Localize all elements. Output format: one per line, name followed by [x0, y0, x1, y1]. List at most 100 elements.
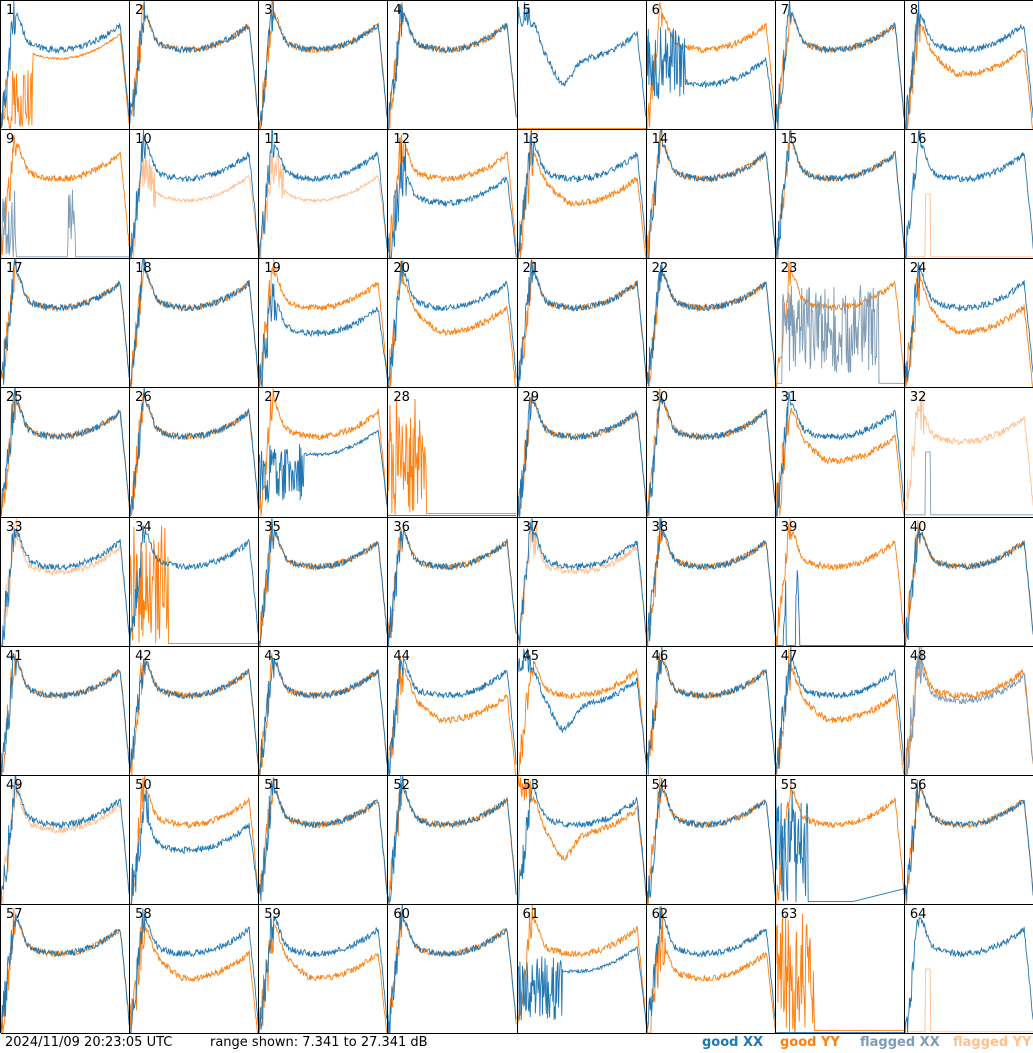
range-shown: range shown: 7.341 to 27.341 dB	[210, 1035, 428, 1050]
series-line-yy-37	[518, 518, 646, 646]
panel-plot-7	[776, 1, 904, 129]
panel-plot-19	[259, 259, 387, 387]
series-line-yy-27	[259, 388, 387, 516]
panel-label: 48	[909, 648, 927, 664]
panel-plot-32	[905, 388, 1033, 516]
panel-plot-35	[259, 518, 387, 646]
panel-63: 63	[775, 904, 905, 1034]
series-line-yy-23	[776, 261, 904, 387]
panel-label: 23	[780, 261, 798, 277]
series-line-xx-35	[259, 518, 387, 646]
series-line-xx-18	[130, 259, 258, 386]
series-line-xx-8	[905, 1, 1033, 129]
panel-53: 53	[517, 775, 647, 905]
series-line-xx-22	[647, 263, 775, 387]
series-line-yy-39	[776, 518, 904, 645]
panel-plot-24	[905, 259, 1033, 387]
series-line-yy-20	[388, 261, 516, 388]
series-line-xx-4	[388, 5, 516, 129]
panel-label: 30	[651, 390, 669, 406]
panel-plot-31	[776, 388, 904, 516]
panel-label: 52	[393, 777, 410, 793]
series-line-xx-61	[518, 947, 646, 1025]
panel-plot-51	[259, 776, 387, 904]
series-line-yy-59	[259, 925, 387, 1033]
panel-label: 42	[135, 648, 152, 664]
panel-50: 50	[130, 775, 260, 905]
panel-18: 18	[130, 259, 260, 389]
series-line-xx-32	[905, 452, 1033, 515]
legend-good-xx: good XX	[702, 1035, 764, 1050]
series-line-xx-39	[776, 570, 904, 645]
panel-label: 38	[651, 519, 669, 535]
panel-label: 32	[909, 390, 927, 406]
series-line-xx-16	[905, 130, 1033, 258]
series-line-xx-15	[776, 130, 904, 258]
series-line-yy-19	[259, 259, 387, 386]
panel-plot-4	[388, 1, 516, 129]
series-line-yy-61	[518, 905, 646, 1025]
panel-5: 5	[517, 1, 647, 131]
panel-label: 37	[522, 519, 540, 535]
panel-plot-49	[1, 776, 129, 904]
panel-label: 31	[780, 390, 798, 406]
panel-plot-22	[647, 259, 775, 387]
series-line-xx-43	[259, 657, 387, 775]
series-line-yy-47	[776, 647, 904, 775]
panel-7: 7	[775, 1, 905, 131]
panel-label: 10	[135, 132, 152, 148]
series-line-yy-56	[905, 782, 1033, 904]
panel-1: 1	[1, 1, 131, 131]
panel-label: 22	[651, 261, 669, 277]
footer: 2024/11/09 20:23:05 UTC range shown: 7.3…	[0, 1033, 1033, 1053]
series-line-xx-42	[130, 658, 258, 768]
series-line-xx-38	[647, 518, 775, 646]
panel-plot-28	[388, 388, 516, 516]
panel-label: 18	[135, 261, 152, 277]
series-line-yy-24	[905, 274, 1033, 388]
series-line-yy-62	[647, 910, 775, 1033]
series-line-xx-53	[518, 780, 646, 904]
panel-24: 24	[904, 259, 1033, 389]
panel-plot-14	[647, 130, 775, 258]
series-line-yy-52	[388, 777, 516, 903]
panel-20: 20	[388, 259, 518, 389]
panel-plot-16	[905, 130, 1033, 258]
series-line-yy-2	[130, 1, 258, 116]
series-line-xx-55	[776, 789, 904, 902]
series-line-xx-37	[518, 518, 646, 644]
series-line-xx-17	[1, 259, 129, 385]
series-line-xx-57	[1, 913, 129, 1030]
series-line-yy-53	[518, 777, 646, 896]
panel-plot-61	[518, 905, 646, 1033]
panel-25: 25	[1, 388, 131, 518]
series-line-yy-14	[647, 130, 775, 258]
panel-label: 57	[6, 906, 23, 922]
panel-label: 64	[909, 906, 927, 922]
panel-label: 49	[6, 777, 23, 793]
panel-plot-33	[1, 518, 129, 646]
series-line-xx-46	[647, 647, 775, 775]
panel-label: 34	[135, 519, 152, 535]
series-line-yy-17	[1, 259, 129, 379]
series-line-xx-62	[647, 906, 775, 1030]
series-line-xx-23	[776, 285, 904, 383]
panel-2: 2	[130, 1, 260, 131]
panel-plot-62	[647, 905, 775, 1033]
panel-plot-60	[388, 905, 516, 1033]
series-line-yy-43	[259, 653, 387, 775]
panel-61: 61	[517, 904, 647, 1034]
series-line-xx-31	[776, 392, 904, 516]
panel-plot-12	[388, 130, 516, 258]
panel-37: 37	[517, 517, 647, 647]
panel-plot-10	[130, 130, 258, 258]
panel-label: 41	[6, 648, 23, 664]
panel-plot-55	[776, 776, 904, 904]
series-line-yy-48	[905, 647, 1033, 775]
series-line-yy-35	[259, 521, 387, 645]
series-line-xx-30	[647, 397, 775, 517]
panel-label: 16	[909, 132, 927, 148]
series-line-yy-21	[518, 261, 646, 388]
series-line-yy-34	[130, 525, 258, 643]
